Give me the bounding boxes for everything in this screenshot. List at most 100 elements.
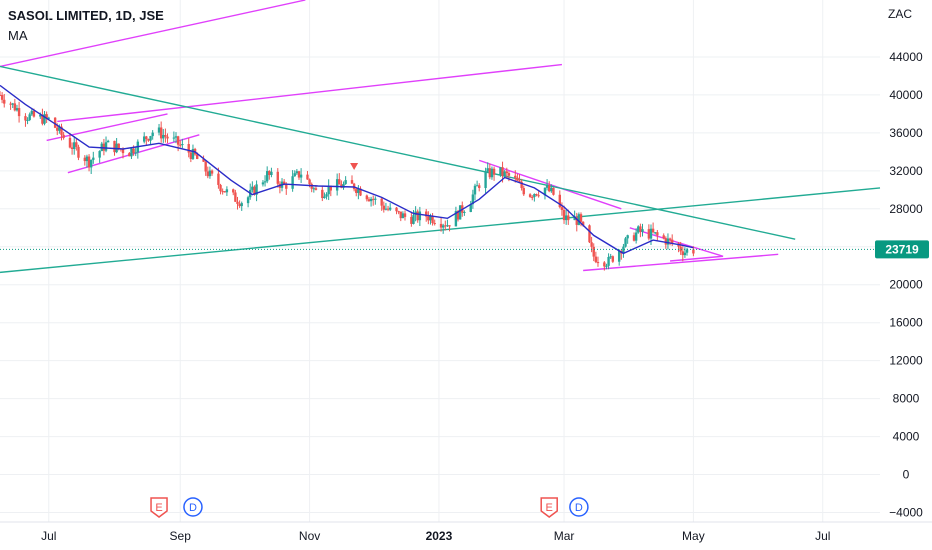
candle-body xyxy=(306,174,309,180)
candle-body xyxy=(367,199,371,202)
candle-body xyxy=(501,167,504,176)
candle-body xyxy=(98,151,101,158)
candle-body xyxy=(255,184,258,195)
candle-body xyxy=(439,223,443,228)
candle-body xyxy=(85,156,89,162)
candle-body xyxy=(174,136,178,138)
candle-body xyxy=(429,216,432,221)
candle-body xyxy=(68,137,72,148)
x-tick-label: Nov xyxy=(299,529,320,543)
indicator-label: MA xyxy=(8,28,28,43)
candle-body xyxy=(285,184,288,189)
candle-body xyxy=(187,144,190,153)
candle-body xyxy=(130,148,133,157)
candle-body xyxy=(507,173,511,176)
chart-title: SASOL LIMITED, 1D, JSE xyxy=(8,8,164,23)
candle-body xyxy=(579,214,583,222)
candle-body xyxy=(516,177,519,181)
candle-body xyxy=(637,226,640,233)
candle-body xyxy=(282,181,286,185)
candle-body xyxy=(403,213,407,217)
candle-body xyxy=(30,110,34,115)
trendline-teal xyxy=(0,65,796,240)
candle-body xyxy=(58,126,61,131)
marker-icon xyxy=(350,163,359,171)
candle-body xyxy=(344,180,347,184)
candle-body xyxy=(162,134,165,139)
candle-body xyxy=(355,189,358,193)
candle-body xyxy=(395,207,398,212)
candle-body xyxy=(121,149,125,154)
dividend-icon xyxy=(183,497,203,517)
candle-body xyxy=(624,238,627,247)
candle-body xyxy=(45,114,48,118)
candle-body xyxy=(32,110,36,117)
candle-body xyxy=(297,171,301,178)
candle-body xyxy=(62,134,65,138)
candle-body xyxy=(261,182,265,185)
candle-body xyxy=(28,114,31,120)
candle-body xyxy=(369,198,373,202)
candle-body xyxy=(47,117,50,119)
candle-body xyxy=(427,216,430,221)
candle-body xyxy=(514,175,517,178)
candle-body xyxy=(456,211,460,220)
candle-body xyxy=(399,211,402,219)
x-tick-label: Sep xyxy=(170,529,192,543)
candle-body xyxy=(649,228,653,239)
candle-body xyxy=(149,136,152,141)
candle-body xyxy=(548,185,551,192)
candle-body xyxy=(573,217,576,221)
candle-body xyxy=(607,256,610,266)
candle-body xyxy=(668,238,672,240)
candle-body xyxy=(181,144,184,146)
y-tick-label: −4000 xyxy=(889,506,923,520)
candle-body xyxy=(444,225,447,227)
candle-body xyxy=(299,174,303,178)
candle-body xyxy=(475,185,479,187)
candle-body xyxy=(56,127,59,131)
price-axis[interactable]: 4400040000360003200028000240002000016000… xyxy=(889,50,923,520)
candle-body xyxy=(622,246,625,254)
candle-body xyxy=(380,198,383,206)
candle-body xyxy=(384,208,388,210)
candle-body xyxy=(310,184,313,189)
candle-body xyxy=(217,173,220,185)
candle-body xyxy=(89,159,93,168)
candle-body xyxy=(454,211,458,227)
candle-body xyxy=(246,197,250,204)
candle-body xyxy=(492,168,496,175)
candle-body xyxy=(484,171,487,189)
trendline-magenta xyxy=(629,227,724,257)
candle-body xyxy=(236,201,239,204)
candle-body xyxy=(132,148,135,154)
candle-body xyxy=(240,203,243,207)
trendline-magenta xyxy=(0,0,306,68)
candle-body xyxy=(251,186,254,190)
last-price-badge: 23719 xyxy=(875,240,929,259)
candle-body xyxy=(13,103,17,111)
candle-body xyxy=(617,251,621,262)
candle-body xyxy=(3,99,6,104)
candle-body xyxy=(503,171,506,176)
candle-body xyxy=(471,194,475,205)
candle-body xyxy=(70,147,74,149)
candle-body xyxy=(558,194,562,208)
trendline-teal xyxy=(0,187,881,274)
candle-body xyxy=(9,103,12,105)
candle-body xyxy=(410,216,413,224)
candle-body xyxy=(683,252,687,256)
candle-body xyxy=(159,127,163,139)
candle-body xyxy=(662,235,665,239)
y-tick-label: 36000 xyxy=(889,126,923,140)
candle-body xyxy=(77,146,80,158)
candle-body xyxy=(611,256,615,262)
currency-label: ZAC xyxy=(888,7,912,21)
time-axis[interactable]: Jul Sep Nov 2023 Mar May Jul xyxy=(0,521,932,543)
candle-body xyxy=(338,179,341,185)
candle-body xyxy=(490,168,494,178)
y-tick-label: 44000 xyxy=(889,50,923,64)
candle-body xyxy=(106,140,110,143)
